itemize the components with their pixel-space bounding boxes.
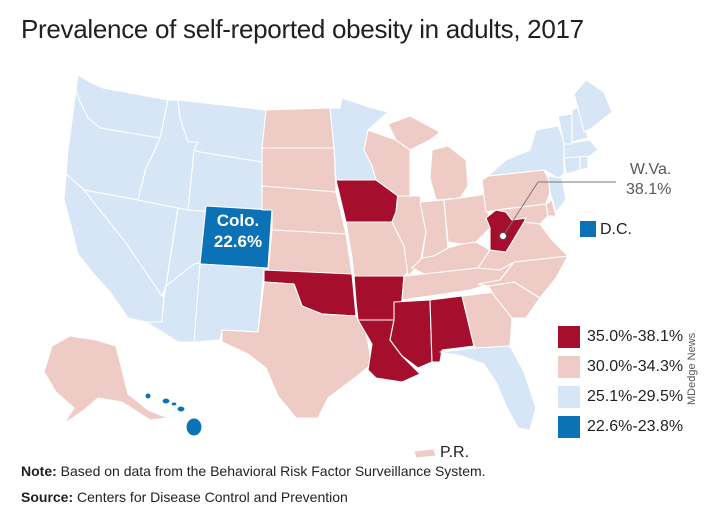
state-me — [573, 79, 613, 133]
legend: 35.0%-38.1% 30.0%-34.3% 25.1%-29.5% 22.6… — [558, 326, 683, 446]
state-ak — [43, 335, 169, 425]
note-label: Note: — [21, 463, 57, 479]
state-wy — [187, 149, 263, 217]
state-fl — [439, 345, 537, 431]
state-oh — [443, 193, 491, 245]
hawaii-kauai — [144, 392, 152, 400]
state-mi — [429, 145, 469, 201]
hawaii-maui — [176, 405, 186, 413]
state-vt — [557, 113, 573, 145]
state-nj — [547, 175, 567, 213]
state-ri — [579, 155, 589, 171]
source-text: Centers for Disease Control and Preventi… — [73, 489, 348, 505]
state-ks — [267, 229, 353, 275]
hawaii-island — [185, 417, 203, 437]
legend-label: 35.0%-38.1% — [587, 328, 684, 345]
state-nd — [261, 107, 335, 149]
wva-marker — [499, 232, 507, 240]
source-label: Source: — [21, 489, 74, 505]
state-ne — [261, 185, 347, 235]
colorado-name: Colo. — [216, 211, 260, 230]
credit-mdedge: MDedge News — [686, 332, 698, 405]
footnote-source: Source: Centers for Disease Control and … — [21, 489, 348, 505]
state-ny — [487, 125, 565, 179]
wva-name: W.Va. — [629, 161, 672, 178]
wva-callout: W.Va. 38.1% — [626, 160, 671, 200]
chart-title: Prevalence of self-reported obesity in a… — [21, 14, 584, 44]
legend-item: 22.6%-23.8% — [558, 416, 683, 438]
state-de — [545, 199, 557, 217]
state-hi — [144, 392, 203, 437]
dc-label: D.C. — [600, 221, 632, 238]
colorado-value: 22.6% — [213, 232, 263, 251]
legend-swatch-low — [558, 386, 580, 408]
state-mi-up — [387, 115, 441, 151]
state-sd — [261, 147, 337, 193]
pr-label: P.R. — [440, 444, 470, 461]
state-tx — [221, 281, 373, 419]
hawaii-oahu — [161, 397, 171, 405]
wva-value: 38.1% — [626, 181, 672, 198]
territory-pr — [413, 448, 437, 459]
state-ma — [563, 139, 599, 159]
legend-swatch-lowest — [558, 416, 580, 438]
dc-swatch — [580, 221, 596, 237]
state-nc — [477, 255, 569, 299]
legend-swatch-mid — [558, 356, 580, 378]
legend-swatch-high — [558, 326, 580, 348]
note-text: Based on data from the Behavioral Risk F… — [56, 463, 486, 479]
colorado-callout: Colo. 22.6% — [202, 210, 274, 252]
legend-item: 30.0%-34.3% — [558, 356, 683, 378]
legend-label: 22.6%-23.8% — [587, 418, 684, 435]
footnote-note: Note: Based on data from the Behavioral … — [21, 463, 486, 479]
legend-label: 25.1%-29.5% — [587, 388, 684, 405]
state-az — [145, 261, 207, 343]
legend-item: 35.0%-38.1% — [558, 326, 683, 348]
state-ct — [563, 155, 581, 175]
legend-label: 30.0%-34.3% — [587, 358, 684, 375]
legend-item: 25.1%-29.5% — [558, 386, 683, 408]
wva-leader-line — [504, 181, 539, 234]
hawaii-molokai — [170, 401, 178, 407]
